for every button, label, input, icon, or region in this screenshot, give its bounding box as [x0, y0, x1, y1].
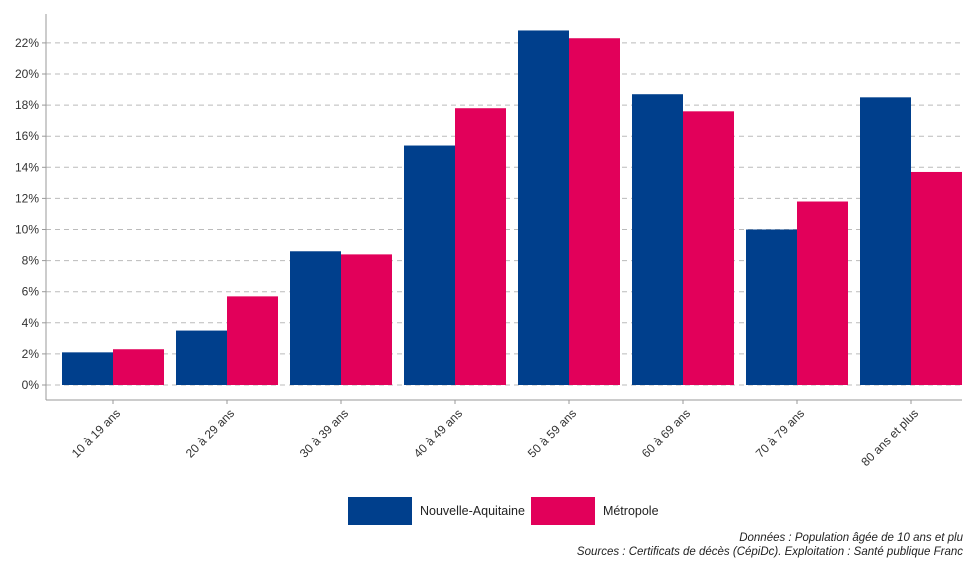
y-tick-label: 6% — [22, 285, 40, 299]
bar-metropole — [341, 254, 392, 385]
x-tick-label: 60 à 69 ans — [639, 406, 693, 460]
bar-nouvelle-aquitaine — [860, 97, 911, 385]
y-tick-label: 8% — [22, 254, 40, 268]
y-tick-label: 12% — [15, 191, 39, 205]
legend-label-metropole: Métropole — [602, 504, 659, 518]
y-tick-label: 0% — [22, 378, 40, 392]
y-tick-label: 10% — [15, 223, 39, 237]
x-axis: 10 à 19 ans 20 à 29 ans 30 à 39 ans 40 à 49… — [46, 399, 962, 469]
bar-nouvelle-aquitaine — [518, 30, 569, 386]
legend-swatch-nouvelle-aquitaine — [348, 497, 412, 525]
bar-metropole — [797, 201, 848, 385]
source-note: Sources : Certificats de décès (CépiDc).… — [576, 546, 963, 558]
bar-metropole — [911, 171, 962, 385]
bar-nouvelle-aquitaine — [290, 251, 341, 385]
x-tick-label: 20 à 29 ans — [183, 406, 237, 460]
y-tick-label: 20% — [15, 67, 39, 81]
bar-chart: 0% 2% 4% 6% 8% 10% 12% 14% 16% 18% 20% 22% 10 à 19 … — [15, 14, 962, 469]
bar-nouvelle-aquitaine — [176, 330, 227, 385]
bar-metropole — [227, 296, 278, 385]
y-tick-label: 4% — [22, 316, 40, 330]
bar-metropole — [683, 111, 734, 385]
x-tick-label: 10 à 19 ans — [69, 406, 123, 460]
x-tick-label: 30 à 39 ans — [297, 406, 351, 460]
y-tick-label: 22% — [15, 36, 39, 50]
bar-nouvelle-aquitaine — [632, 94, 683, 385]
bar-metropole — [569, 38, 620, 386]
y-tick-label: 18% — [15, 98, 39, 112]
legend-swatch-metropole — [530, 497, 595, 525]
x-tick-label: 70 à 79 ans — [753, 406, 807, 460]
legend-item-nouvelle-aquitaine: Nouvelle-Aquitaine — [348, 497, 525, 525]
y-tick-label: 2% — [22, 347, 40, 361]
legend-label-nouvelle-aquitaine: Nouvelle-Aquitaine — [420, 504, 525, 518]
bar-nouvelle-aquitaine — [62, 352, 113, 385]
bar-metropole — [113, 349, 164, 385]
y-tick-label: 16% — [15, 129, 39, 143]
data-note: Données : Population âgée de 10 ans et p… — [739, 532, 963, 544]
x-tick-label: 80 ans et plus — [858, 406, 921, 469]
x-tick-label: 40 à 49 ans — [411, 406, 465, 460]
bar-metropole — [455, 108, 506, 386]
y-tick-label: 14% — [15, 160, 39, 174]
y-axis: 0% 2% 4% 6% 8% 10% 12% 14% 16% 18% 20% 22% — [15, 14, 47, 400]
bars — [62, 30, 962, 386]
legend: Nouvelle-Aquitaine Métropole — [348, 497, 665, 525]
bar-nouvelle-aquitaine — [404, 145, 455, 385]
x-tick-label: 50 à 59 ans — [525, 406, 579, 460]
legend-item-metropole: Métropole — [530, 497, 659, 525]
bar-nouvelle-aquitaine — [746, 229, 797, 385]
